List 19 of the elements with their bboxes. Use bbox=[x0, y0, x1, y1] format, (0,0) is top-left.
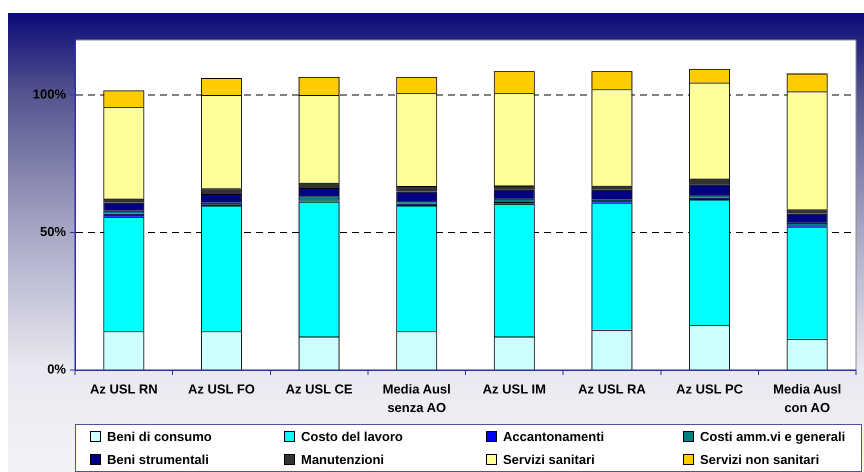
legend-label: Servizi non sanitari bbox=[700, 452, 820, 467]
legend-label: Costo del lavoro bbox=[301, 429, 403, 444]
y-tick-label: 0% bbox=[47, 362, 66, 377]
legend-label: Servizi sanitari bbox=[503, 452, 595, 467]
x-tick-label: Az USL IM bbox=[482, 382, 546, 397]
y-tick-label: 50% bbox=[40, 224, 66, 240]
legend-label: Manutenzioni bbox=[301, 452, 384, 467]
legend-label: Beni strumentali bbox=[107, 452, 209, 467]
x-tick-label: Media Ausl con AO bbox=[773, 382, 842, 415]
x-tick-label: Az USL FO bbox=[188, 382, 255, 397]
legend-label: Costi amm.vi e generali bbox=[700, 429, 846, 444]
x-tick-label: Media Ausl senza AO bbox=[382, 382, 451, 415]
x-tick-label: Az USL PC bbox=[676, 382, 744, 397]
x-tick-label: Az USL RN bbox=[90, 382, 158, 397]
legend-label: Accantonamenti bbox=[503, 429, 604, 444]
y-tick-label: 100% bbox=[32, 86, 66, 102]
x-tick-label: Az USL RA bbox=[578, 382, 646, 397]
x-tick-label: Az USL CE bbox=[286, 382, 353, 397]
legend-label: Beni di consumo bbox=[107, 429, 212, 444]
